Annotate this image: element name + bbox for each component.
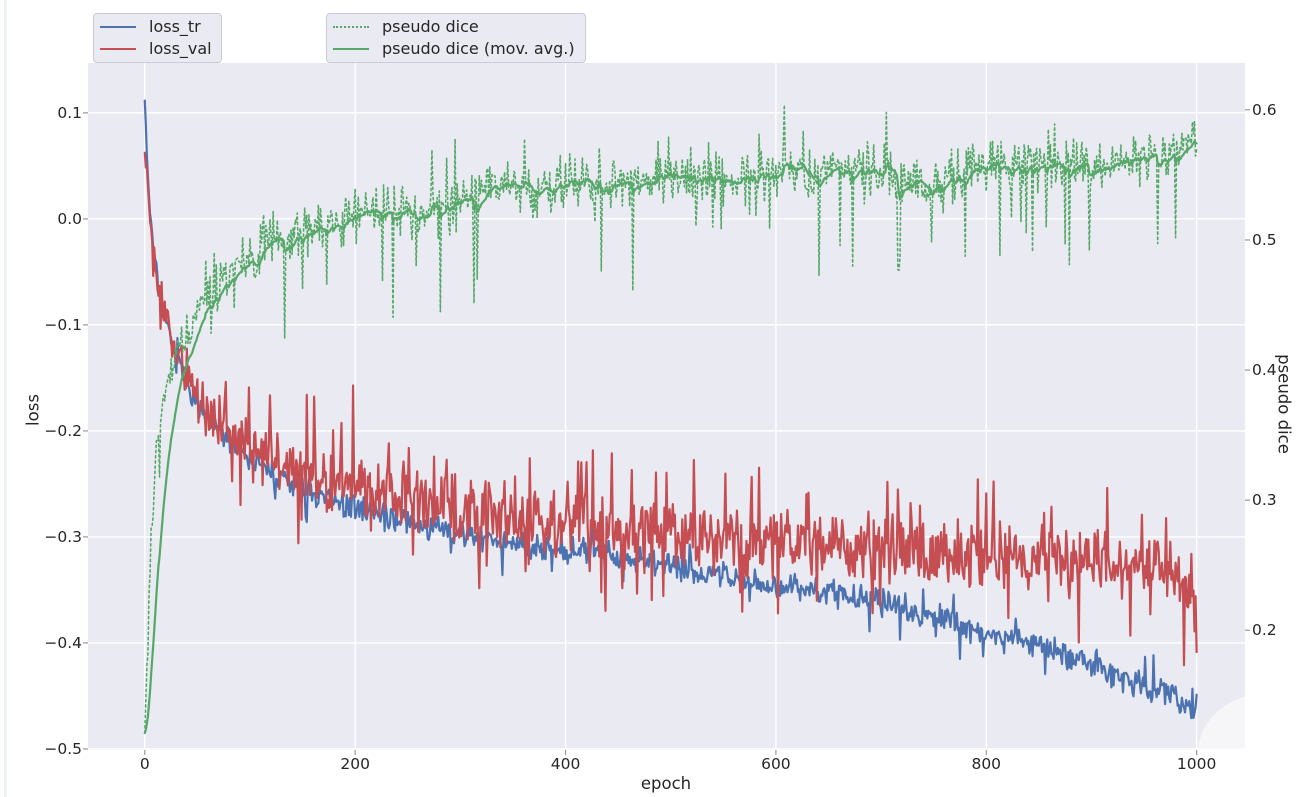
left-y-tick-label: −0.1 (44, 315, 82, 334)
left-y-axis-label: loss (23, 394, 43, 426)
right-y-tick-label: 0.6 (1252, 100, 1277, 119)
legend-label: loss_tr (149, 17, 201, 36)
pseudo-dice-mov-avg-line-swatch (333, 48, 369, 50)
right-y-axis-label: pseudo dice (1274, 354, 1294, 454)
right-y-tick-label: 0.3 (1252, 491, 1277, 510)
left-y-tick-label: −0.4 (44, 633, 82, 652)
loss-tr-line-swatch (100, 26, 136, 28)
left-y-tick-label: 0.1 (57, 103, 82, 122)
legend-item-pseudo-dice: pseudo dice (333, 16, 575, 38)
right-y-tick-label: 0.2 (1252, 621, 1277, 640)
x-tick-label: 200 (340, 755, 370, 773)
loss-val-line-swatch (100, 48, 136, 50)
legend-label: pseudo dice (382, 17, 479, 36)
left-y-tick-label: −0.5 (44, 739, 82, 758)
legend-label: loss_val (149, 39, 212, 58)
legend-dice-box: pseudo dice pseudo dice (mov. avg.) (326, 13, 586, 63)
x-axis-label: epoch (640, 774, 692, 793)
legend-item-loss-val: loss_val (100, 38, 212, 60)
x-tick-label: 800 (971, 755, 1002, 773)
pseudo-dice-line-swatch (333, 26, 369, 28)
legend-item-pseudo-dice-mov-avg: pseudo dice (mov. avg.) (333, 38, 575, 60)
left-y-tick-label: −0.3 (44, 527, 82, 546)
left-y-tick-label: −0.2 (44, 421, 82, 440)
left-y-tick-label: 0.0 (57, 209, 82, 228)
legend-loss-box: loss_tr loss_val (93, 13, 222, 63)
left-edge-artifact (4, 0, 7, 797)
x-tick-label: 400 (550, 755, 581, 773)
x-tick-label: 600 (761, 755, 791, 773)
legend-label: pseudo dice (mov. avg.) (382, 39, 575, 58)
legend-item-loss-tr: loss_tr (100, 16, 211, 38)
x-tick-label: 1000 (1176, 755, 1217, 773)
right-y-tick-label: 0.4 (1252, 361, 1277, 380)
right-y-tick-label: 0.5 (1252, 230, 1277, 249)
x-tick-label: 0 (139, 755, 150, 773)
